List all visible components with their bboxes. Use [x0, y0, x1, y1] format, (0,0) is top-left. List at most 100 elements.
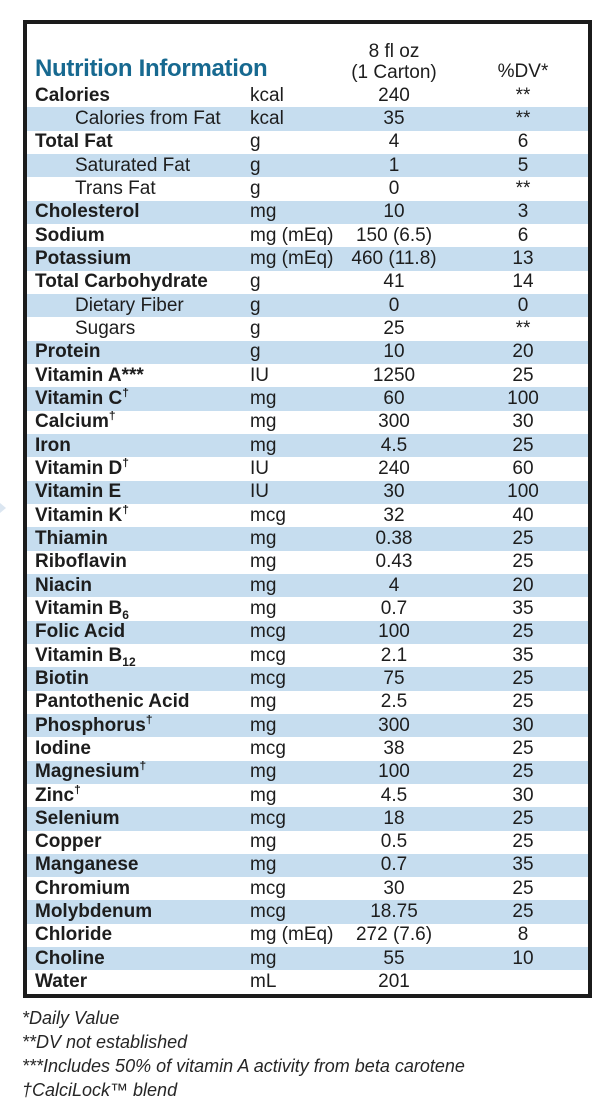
nutrient-name: Vitamin B6: [35, 597, 129, 620]
nutrient-dv-percent: 100: [507, 387, 539, 409]
nutrient-name: Molybdenum: [35, 901, 153, 923]
nutrient-dv-percent: 25: [512, 831, 534, 853]
nutrient-amount: 2.1: [380, 644, 408, 666]
nutrient-unit: mg (mEq): [250, 924, 334, 946]
nutrient-dv-percent: 25: [512, 527, 534, 549]
nutrient-amount: 240: [378, 84, 410, 106]
nutrient-dv-percent: 25: [512, 877, 534, 899]
nutrient-unit: mg: [250, 434, 277, 456]
nutrient-dv-percent: 25: [512, 761, 534, 783]
nutrient-dagger: †: [122, 504, 129, 517]
footnote-daily-value: *Daily Value: [22, 1008, 120, 1028]
nutrient-dagger: †: [145, 714, 153, 727]
nutrient-name: Zinc†: [27, 785, 250, 807]
nutrient-amount: 0.43: [375, 551, 413, 573]
nutrient-unit: mg: [250, 714, 277, 736]
table-row: Sodium mg (mEq) 150 (6.5) 6: [27, 223, 588, 248]
table-row: Choline mg 55 10: [27, 947, 588, 971]
table-row: Total Fat g 4 6: [27, 130, 588, 154]
nutrient-amount: 38: [383, 737, 405, 759]
nutrient-name: Selenium: [35, 807, 120, 829]
nutrient-name: Cholesterol: [35, 201, 140, 223]
nutrient-amount: 30: [383, 877, 405, 899]
nutrient-unit: mcg: [250, 644, 286, 666]
nutrient-dv-percent: 14: [512, 271, 534, 293]
nutrient-unit: mg: [250, 527, 277, 549]
nutrient-dv-percent: **: [515, 177, 531, 199]
nutrient-dv-percent: 13: [512, 247, 534, 269]
table-row: Vitamin B6 mg 0.7 35: [27, 597, 588, 621]
nutrient-amount: 18.75: [370, 901, 418, 923]
nutrient-unit: mg: [250, 761, 277, 783]
nutrient-dagger: †: [139, 761, 147, 773]
nutrient-unit: mg: [250, 411, 277, 433]
nutrient-unit: mcg: [250, 621, 286, 643]
table-row: Vitamin A*** IU 1250 25: [27, 363, 588, 388]
nutrient-unit: IU: [250, 457, 269, 479]
nutrient-name: Protein: [35, 341, 101, 363]
table-row: Vitamin B12 mcg 2.1 35: [27, 643, 588, 668]
nutrient-unit: mcg: [250, 807, 286, 829]
table-row: Folic Acid mcg 100 25: [27, 620, 588, 644]
nutrient-dv-percent: 25: [512, 364, 534, 386]
nutrient-dv-percent: 3: [517, 201, 529, 223]
nutrient-dv-percent: 25: [512, 901, 534, 923]
nutrition-table: Nutrition Information 8 fl oz (1 Carton)…: [23, 20, 592, 998]
nutrient-amount: 10: [383, 201, 405, 223]
nutrient-name: Saturated Fat: [75, 154, 191, 176]
nutrient-dv-percent: 20: [512, 574, 534, 596]
table-header: Nutrition Information 8 fl oz (1 Carton)…: [27, 24, 588, 84]
table-row: Phosphorus† mg 300 30: [27, 713, 588, 738]
nutrient-dv-percent: 25: [512, 691, 534, 713]
table-row: Iron mg 4.5 25: [27, 433, 588, 458]
nutrient-amount: 272 (7.6): [355, 924, 433, 946]
nutrient-unit: mg: [250, 784, 277, 806]
nutrient-name: Magnesium†: [27, 761, 250, 783]
table-row: Manganese mg 0.7 35: [27, 853, 588, 878]
nutrient-amount: 10: [383, 341, 405, 363]
table-row: Molybdenum mcg 18.75 25: [27, 900, 588, 924]
nutrient-amount: 41: [383, 271, 405, 293]
nutrient-unit: mcg: [250, 667, 286, 689]
table-row: Thiamin mg 0.38 25: [27, 527, 588, 551]
nutrient-dv-percent: 20: [512, 341, 534, 363]
nutrient-subscript: 12: [122, 654, 136, 667]
nutrient-amount: 4: [388, 574, 400, 596]
nutrient-name: Chromium: [35, 877, 130, 899]
nutrient-amount: 1250: [372, 364, 416, 386]
nutrient-amount: 1: [388, 154, 400, 176]
serving-size-line1: 8 fl oz: [368, 41, 420, 62]
nutrient-amount: 32: [383, 504, 405, 526]
nutrient-amount: 35: [383, 107, 405, 129]
nutrient-subscript: 6: [122, 607, 129, 620]
table-row: Copper mg 0.5 25: [27, 830, 588, 854]
table-row: Riboflavin mg 0.43 25: [27, 550, 588, 574]
nutrient-dv-percent: 0: [517, 294, 529, 316]
nutrient-dv-percent: **: [515, 84, 531, 106]
nutrient-amount: 4.5: [380, 434, 408, 456]
nutrient-unit: g: [250, 177, 261, 199]
nutrient-unit: mg: [250, 831, 277, 853]
table-row: Vitamin D† IU 240 60: [27, 457, 588, 481]
nutrient-name: Vitamin A***: [35, 364, 144, 386]
nutrient-name: Vitamin K†: [27, 505, 250, 527]
nutrient-unit: mg (mEq): [250, 247, 334, 269]
nutrient-unit: mcg: [250, 877, 286, 899]
table-row: Saturated Fat g 1 5: [27, 153, 588, 178]
nutrient-name: Iron: [35, 434, 71, 456]
nutrient-dv-percent: 30: [512, 714, 534, 736]
nutrient-dv-percent: 30: [512, 411, 534, 433]
nutrient-name: Calories: [35, 84, 110, 106]
nutrient-dv-percent: 8: [517, 924, 529, 946]
nutrient-name: Water: [35, 971, 88, 993]
nutrient-amount: 240: [378, 457, 410, 479]
serving-size-line2: (1 Carton): [351, 62, 437, 83]
nutrient-unit: mg: [250, 947, 277, 969]
nutrient-dv-percent: 35: [512, 597, 534, 619]
nutrient-dv-percent: 25: [512, 621, 534, 643]
table-row: Calcium† mg 300 30: [27, 410, 588, 434]
nutrient-name: Total Fat: [35, 131, 113, 153]
table-row: Vitamin K† mcg 32 40: [27, 503, 588, 528]
nutrient-name: Choline: [35, 947, 105, 969]
nutrient-dv-percent: 25: [512, 434, 534, 456]
